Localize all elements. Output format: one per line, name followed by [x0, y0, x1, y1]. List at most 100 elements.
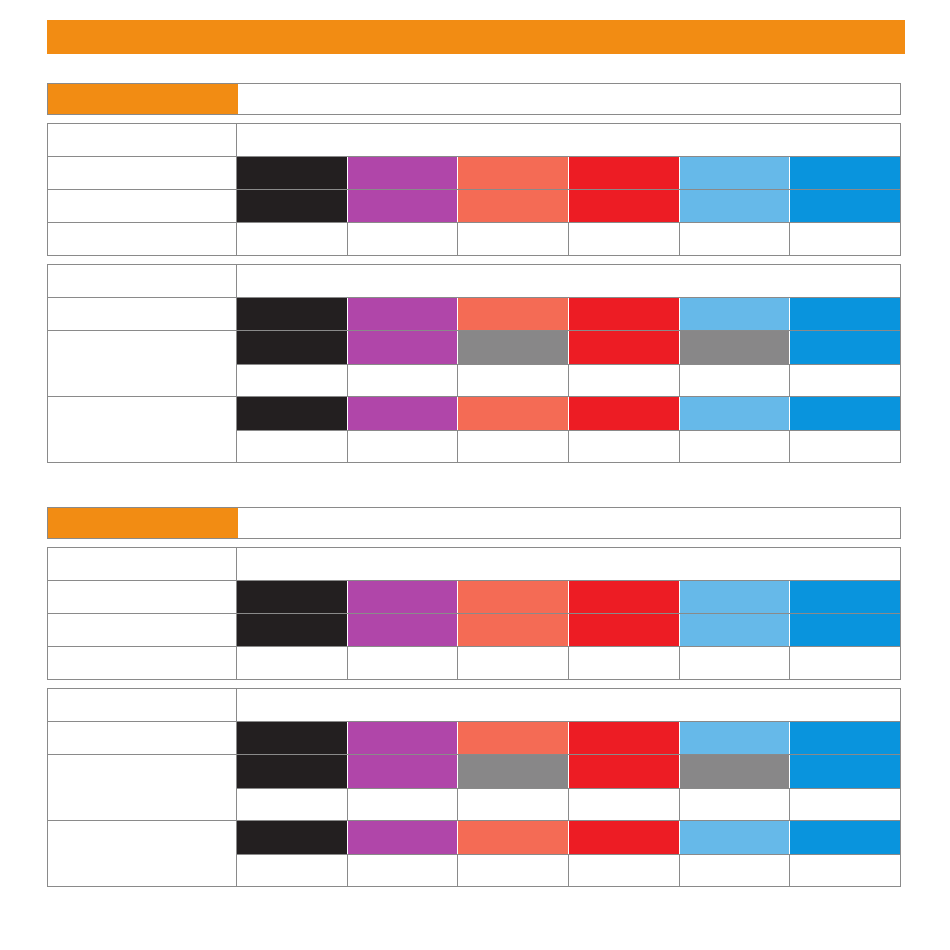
color-section-1: [47, 83, 901, 463]
color-swatch-3: [458, 755, 570, 788]
block-header-row: [48, 124, 900, 156]
color-swatch-2: [347, 298, 459, 330]
row-value: [237, 124, 900, 156]
swatch-row: [48, 721, 901, 754]
swatch-row: [48, 156, 901, 189]
empty-cell-group: [237, 853, 900, 887]
empty-cell-group: [237, 429, 900, 463]
empty-cell: [569, 788, 680, 820]
empty-cell: [790, 647, 900, 679]
color-swatch-4: [569, 397, 680, 430]
swatch-row-with-empty: [48, 396, 901, 463]
empty-cell: [569, 647, 680, 679]
empty-cell: [569, 430, 680, 462]
section-tab: [48, 84, 238, 114]
empty-cell: [458, 647, 570, 679]
row-label: [48, 223, 237, 255]
empty-cell: [790, 855, 900, 887]
block-header-row: [48, 265, 900, 297]
color-swatch-2: [347, 722, 459, 754]
empty-cell: [569, 364, 680, 396]
color-swatch-1: [237, 755, 348, 788]
color-swatch-3: [458, 581, 570, 613]
color-swatch-1: [237, 190, 348, 222]
row-value: [237, 548, 900, 580]
color-swatch-2: [347, 755, 459, 788]
empty-cell: [348, 430, 459, 462]
empty-cell: [458, 854, 570, 886]
color-swatch-2: [347, 331, 459, 364]
row-label: [48, 548, 237, 580]
row-label: [48, 265, 237, 297]
empty-cell: [237, 430, 348, 462]
color-swatch-5: [679, 821, 791, 854]
empty-cell: [458, 788, 570, 820]
color-swatch-4: [569, 157, 680, 189]
color-swatch-2: [347, 157, 459, 189]
color-swatch-3: [458, 190, 570, 222]
color-swatch-4: [569, 755, 680, 788]
color-swatch-1: [237, 331, 348, 364]
empty-cell: [790, 431, 900, 463]
color-block-a: [47, 123, 901, 256]
empty-cell: [237, 364, 348, 396]
row-label: [48, 331, 237, 396]
color-swatch-6: [790, 397, 901, 430]
swatch-row: [48, 613, 901, 646]
row-label: [48, 157, 237, 189]
row-label: [48, 647, 237, 679]
empty-cell: [790, 789, 900, 821]
color-swatch-3: [458, 298, 570, 330]
color-swatch-1: [237, 614, 348, 646]
color-swatch-3: [458, 331, 570, 364]
color-swatch-4: [569, 722, 680, 754]
color-swatch-5: [679, 581, 791, 613]
row-value: [237, 265, 900, 297]
swatch-group: [237, 614, 901, 646]
color-swatch-2: [347, 821, 459, 854]
section-header: [47, 83, 901, 115]
color-swatch-5: [679, 331, 791, 364]
color-swatch-3: [458, 821, 570, 854]
section-tab: [48, 508, 238, 538]
color-section-2: [47, 507, 901, 887]
row-label: [48, 190, 237, 222]
row-label: [48, 821, 237, 886]
empty-cell-group: [237, 363, 900, 396]
row-label: [48, 298, 237, 330]
color-swatch-6: [790, 722, 901, 754]
color-swatch-4: [569, 331, 680, 364]
swatch-row: [48, 580, 901, 613]
color-swatch-5: [679, 190, 791, 222]
color-swatch-4: [569, 821, 680, 854]
row-value: [237, 689, 900, 721]
empty-cell: [348, 788, 459, 820]
color-swatch-2: [347, 614, 459, 646]
block-header-row: [48, 689, 900, 721]
empty-cell: [348, 854, 459, 886]
swatch-group: [237, 331, 901, 364]
empty-cell-group: [237, 647, 900, 679]
empty-cell-group: [237, 787, 900, 821]
color-swatch-3: [458, 722, 570, 754]
row-label: [48, 689, 237, 721]
row-label: [48, 722, 237, 754]
color-swatch-5: [679, 722, 791, 754]
color-swatch-1: [237, 298, 348, 330]
color-swatch-4: [569, 581, 680, 613]
color-swatch-1: [237, 722, 348, 754]
color-block-b: [47, 264, 901, 463]
empty-cell: [680, 364, 791, 396]
empty-cell: [790, 223, 900, 255]
swatch-group: [237, 722, 901, 754]
color-swatch-5: [679, 298, 791, 330]
top-banner: [47, 20, 905, 54]
color-swatch-5: [679, 157, 791, 189]
row-label: [48, 581, 237, 613]
swatch-group: [237, 821, 901, 854]
color-swatch-6: [790, 298, 901, 330]
empty-cell: [458, 223, 570, 255]
color-swatch-6: [790, 331, 901, 364]
color-swatch-3: [458, 397, 570, 430]
empty-row: [48, 222, 900, 255]
